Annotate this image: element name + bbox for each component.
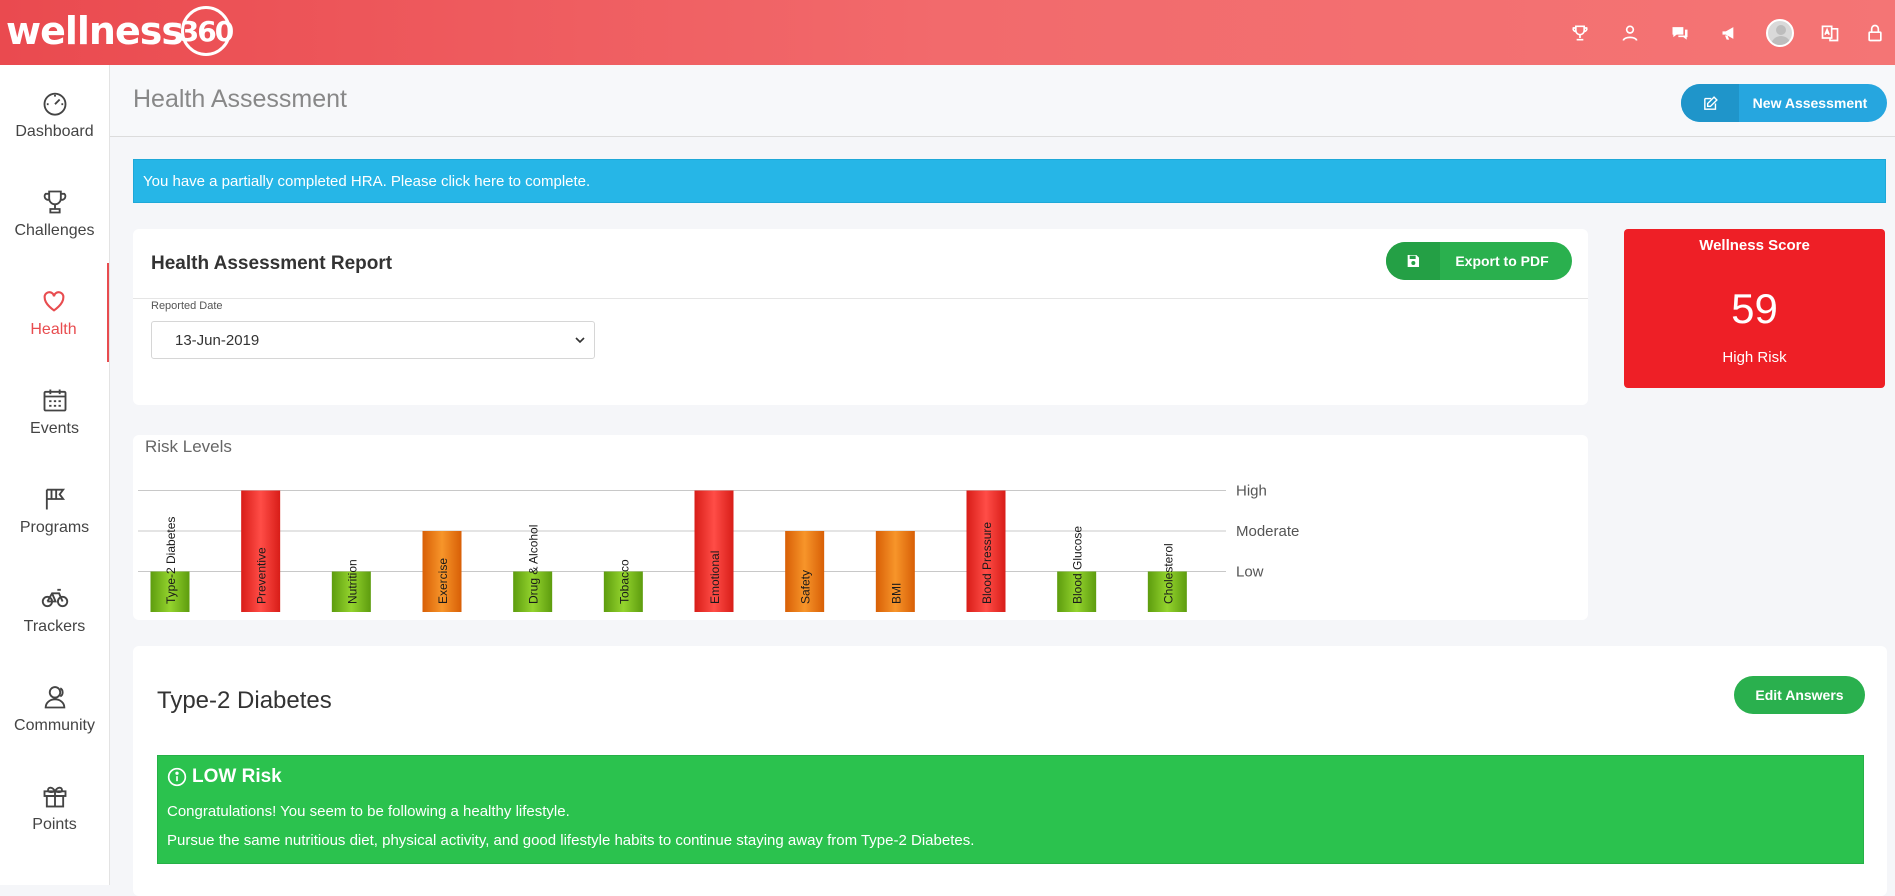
calendar-icon <box>43 389 66 411</box>
risk-message-line-1: Congratulations! You seem to be followin… <box>167 803 570 820</box>
bar-safety[interactable] <box>785 531 825 612</box>
info-icon <box>167 767 187 787</box>
bar-cholesterol[interactable] <box>1147 571 1187 613</box>
lock-icon[interactable] <box>1855 0 1895 65</box>
bicycle-icon <box>41 588 68 607</box>
new-assessment-button[interactable]: New Assessment <box>1681 84 1887 122</box>
bar-label-blood-pressure: Blood Pressure <box>980 522 994 604</box>
risk-heading-text: LOW Risk <box>192 766 282 787</box>
heart-icon <box>43 290 64 312</box>
reported-date-select[interactable]: 13-Jun-2019 <box>151 321 595 359</box>
incomplete-hra-alert[interactable]: You have a partially completed HRA. Plea… <box>133 159 1886 203</box>
sidebar-item-community[interactable]: Community <box>0 659 109 758</box>
risk-result-box: LOW Risk Congratulations! You seem to be… <box>157 755 1864 864</box>
chat-icon[interactable] <box>1655 0 1705 65</box>
translate-icon[interactable] <box>1805 0 1855 65</box>
sidebar-item-label: Challenges <box>14 221 95 239</box>
bar-label-preventive: Preventive <box>255 547 269 604</box>
sidebar-item-label: Programs <box>19 518 90 536</box>
save-icon <box>1386 242 1440 280</box>
trophy-icon <box>43 190 66 213</box>
avatar <box>1766 18 1794 47</box>
bar-type-2-diabetes[interactable] <box>150 571 190 613</box>
wellness-score-value: 59 <box>1731 285 1778 332</box>
sidebar: Dashboard Challenges Health Events Progr… <box>0 65 110 885</box>
bar-label-cholesterol: Cholesterol <box>1161 543 1175 604</box>
top-bar: wellness 360 <box>0 0 1895 65</box>
friends-icon[interactable] <box>1605 0 1655 65</box>
edit-icon <box>1681 84 1739 122</box>
bar-label-safety: Safety <box>799 570 813 604</box>
sidebar-item-label: Dashboard <box>15 122 94 140</box>
bar-label-drug-alcohol: Drug & Alcohol <box>527 525 541 604</box>
sidebar-item-trackers[interactable]: Trackers <box>0 560 109 659</box>
wellness-score-title: Wellness Score <box>1699 237 1810 254</box>
sidebar-item-label: Points <box>32 815 77 833</box>
risk-levels-chart: Low Moderate High Type-2 Diabetes Preventive… <box>138 483 1299 613</box>
page-title: Health Assessment <box>133 85 347 113</box>
y-axis-label-low: Low <box>1236 564 1264 581</box>
user-avatar[interactable] <box>1755 0 1805 65</box>
bar-blood-pressure[interactable] <box>966 490 1006 613</box>
logo-text: wellness <box>6 9 184 53</box>
bar-emotional[interactable] <box>694 490 734 613</box>
trophy-icon[interactable] <box>1555 0 1605 65</box>
sidebar-item-challenges[interactable]: Challenges <box>0 164 109 263</box>
bar-label-exercise: Exercise <box>436 558 450 604</box>
bar-exercise[interactable] <box>422 531 462 612</box>
reported-date-value: 13-Jun-2019 <box>175 331 260 349</box>
bar-nutrition[interactable] <box>331 571 371 613</box>
sidebar-item-health[interactable]: Health <box>0 263 109 362</box>
sidebar-item-dashboard[interactable]: Dashboard <box>0 65 109 164</box>
bar-bmi[interactable] <box>875 531 915 612</box>
risk-detail-title: Type-2 Diabetes <box>157 687 332 714</box>
risk-detail-card: Type-2 Diabetes Edit Answers LOW Risk Co… <box>133 646 1887 896</box>
logo-badge: 360 <box>179 6 234 56</box>
export-pdf-button[interactable]: Export to PDF <box>1386 242 1572 280</box>
bar-drug-alcohol[interactable] <box>513 571 553 613</box>
sidebar-item-points[interactable]: Points <box>0 758 109 857</box>
edit-answers-button[interactable]: Edit Answers <box>1734 676 1865 714</box>
risk-levels-card: Low Moderate High Type-2 Diabetes Preventive… <box>133 435 1588 620</box>
chart-title: Risk Levels <box>145 437 232 456</box>
bar-preventive[interactable] <box>241 490 281 613</box>
chevron-down-icon <box>575 337 585 344</box>
bar-label-bmi: BMI <box>889 583 903 604</box>
wellness-score-card: Wellness Score 59 High Risk <box>1624 229 1885 388</box>
speedometer-icon <box>43 92 66 116</box>
sidebar-item-programs[interactable]: Programs <box>0 461 109 560</box>
bar-label-tobacco: Tobacco <box>617 559 631 604</box>
y-axis-label-high: High <box>1236 483 1267 500</box>
page-header: Health Assessment New Assessment <box>110 65 1895 137</box>
bar-label-type-2-diabetes: Type-2 Diabetes <box>164 517 178 604</box>
risk-heading: LOW Risk <box>167 766 282 788</box>
megaphone-icon[interactable] <box>1705 0 1755 65</box>
y-axis-label-moderate: Moderate <box>1236 523 1299 540</box>
bar-label-emotional: Emotional <box>708 551 722 604</box>
bar-label-blood-glucose: Blood Glucose <box>1071 526 1085 604</box>
sidebar-item-label: Community <box>14 716 95 734</box>
sidebar-item-label: Trackers <box>23 617 86 635</box>
top-icons <box>1555 0 1895 65</box>
sidebar-item-events[interactable]: Events <box>0 362 109 461</box>
report-title: Health Assessment Report <box>151 253 393 274</box>
bar-label-nutrition: Nutrition <box>345 559 359 604</box>
sidebar-item-label: Health <box>30 320 77 338</box>
new-assessment-label: New Assessment <box>1752 95 1868 111</box>
logo-number: 360 <box>179 14 234 48</box>
risk-message-line-2: Pursue the same nutritious diet, physica… <box>167 832 975 849</box>
gift-icon <box>43 786 66 807</box>
reported-date-label: Reported Date <box>151 300 223 312</box>
bar-tobacco[interactable] <box>603 571 643 613</box>
export-pdf-label: Export to PDF <box>1455 253 1549 269</box>
wellness-risk-label: High Risk <box>1722 349 1787 366</box>
report-card: Health Assessment Report Export to PDF R… <box>133 229 1588 405</box>
community-icon <box>44 685 65 708</box>
bar-blood-glucose[interactable] <box>1057 571 1097 613</box>
flag-icon <box>45 488 65 509</box>
divider <box>133 298 1588 299</box>
sidebar-item-label: Events <box>30 419 79 437</box>
app-logo[interactable]: wellness 360 <box>6 6 234 56</box>
